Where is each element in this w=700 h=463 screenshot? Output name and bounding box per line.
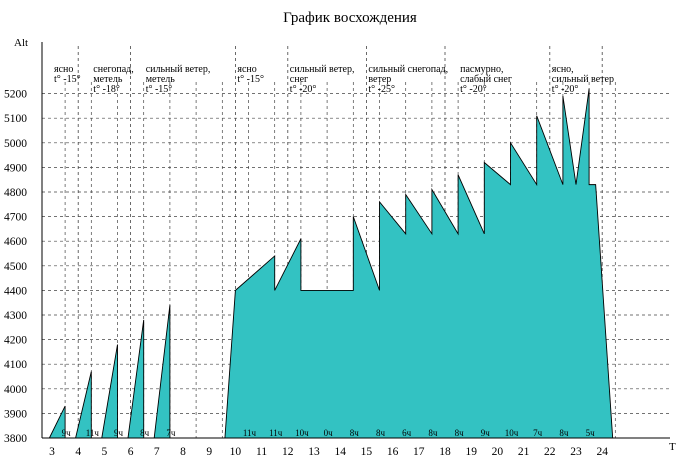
weather-note: сильный ветер, метель t° -15° bbox=[146, 64, 211, 95]
y-tick-label: 3900 bbox=[4, 408, 27, 420]
weather-note-line: пасмурно, bbox=[460, 64, 503, 75]
x-tick-label: 6 bbox=[128, 446, 134, 458]
x-tick-label: 13 bbox=[308, 446, 320, 458]
x-tick-label: 3 bbox=[49, 446, 55, 458]
x-tick-label: 15 bbox=[361, 446, 373, 458]
x-tick-label: 5 bbox=[102, 446, 108, 458]
duration-label: 7ч bbox=[533, 428, 543, 438]
x-tick-label: 24 bbox=[596, 446, 608, 458]
weather-note-line: сильный снегопад, bbox=[368, 64, 448, 75]
x-tick-label: 23 bbox=[570, 446, 582, 458]
duration-label: 11ч bbox=[243, 428, 257, 438]
x-tick-label: 16 bbox=[387, 446, 399, 458]
y-tick-label: 3800 bbox=[4, 433, 27, 445]
weather-note-line: ясно bbox=[237, 64, 256, 75]
weather-note: снегопад, метель t° -18° bbox=[93, 64, 133, 95]
weather-note-line: ясно bbox=[54, 64, 73, 75]
x-tick-label: 21 bbox=[518, 446, 530, 458]
duration-label: 6ч bbox=[402, 428, 412, 438]
weather-note-line: метель bbox=[93, 74, 123, 85]
weather-note-line: t° -20° bbox=[460, 84, 487, 95]
area-series-1 bbox=[48, 305, 171, 439]
duration-label: 8ч bbox=[559, 428, 569, 438]
x-tick-label: 18 bbox=[439, 446, 451, 458]
weather-note-line: t° -15° bbox=[237, 74, 264, 85]
weather-note-line: t° -15° bbox=[146, 84, 173, 95]
weather-note: сильный ветер, снег t° -20° bbox=[290, 64, 355, 95]
weather-note-line: метель bbox=[146, 74, 176, 85]
duration-label: 11ч bbox=[269, 428, 283, 438]
weather-note-line: t° -20° bbox=[552, 84, 579, 95]
x-tick-label: 14 bbox=[334, 446, 346, 458]
y-tick-label: 4000 bbox=[4, 384, 27, 396]
weather-note-line: слабый снег bbox=[460, 74, 512, 85]
weather-note-line: снегопад, bbox=[93, 64, 133, 75]
duration-label: 10ч bbox=[505, 428, 519, 438]
duration-label: 8ч bbox=[376, 428, 386, 438]
duration-label: 8ч bbox=[455, 428, 465, 438]
weather-note-line: ясно, bbox=[552, 64, 574, 75]
x-tick-label: 11 bbox=[256, 446, 267, 458]
x-tick-label: 12 bbox=[282, 446, 294, 458]
weather-note-line: сильный ветер, bbox=[146, 64, 211, 75]
x-tick-label: 22 bbox=[544, 446, 556, 458]
duration-label: 8ч bbox=[428, 428, 438, 438]
duration-label: 9ч bbox=[114, 428, 124, 438]
weather-note-line: t° -18° bbox=[93, 84, 120, 95]
y-tick-label: 4900 bbox=[4, 162, 27, 174]
x-tick-label: 7 bbox=[154, 446, 160, 458]
weather-note: ясно t° -15° bbox=[237, 64, 264, 85]
weather-note-line: снег bbox=[290, 74, 308, 85]
y-tick-label: 4100 bbox=[4, 359, 27, 371]
duration-label: 5ч bbox=[586, 428, 596, 438]
duration-label: 0ч bbox=[324, 428, 334, 438]
area-series-2 bbox=[224, 88, 614, 439]
duration-label: 8ч bbox=[140, 428, 150, 438]
x-tick-label: 9 bbox=[206, 446, 212, 458]
y-tick-label: 5200 bbox=[4, 89, 27, 101]
duration-label: 11ч bbox=[86, 428, 100, 438]
y-tick-label: 4600 bbox=[4, 236, 27, 248]
weather-note-line: сильный ветер, bbox=[290, 64, 355, 75]
y-tick-label: 4800 bbox=[4, 187, 27, 199]
y-axis-label: Alt bbox=[14, 37, 28, 49]
x-tick-label: 17 bbox=[413, 446, 425, 458]
duration-label: 7ч bbox=[166, 428, 176, 438]
x-axis-label: T bbox=[669, 441, 676, 453]
y-tick-label: 4700 bbox=[4, 212, 27, 224]
weather-note: пасмурно, слабый снег t° -20° bbox=[460, 64, 512, 95]
x-tick-label: 4 bbox=[75, 446, 81, 458]
weather-note-line: t° -15° bbox=[54, 74, 81, 85]
y-tick-label: 4400 bbox=[4, 285, 27, 297]
y-tick-label: 4200 bbox=[4, 335, 27, 347]
y-tick-label: 4500 bbox=[4, 261, 27, 273]
y-tick-label: 5100 bbox=[4, 113, 27, 125]
y-tick-label: 4300 bbox=[4, 310, 27, 322]
weather-note-line: ветер bbox=[368, 74, 391, 85]
chart-title: График восхождения bbox=[283, 10, 417, 26]
weather-note: сильный снегопад, ветер t° -25° bbox=[368, 64, 448, 95]
duration-label: 9ч bbox=[481, 428, 491, 438]
weather-note: ясно t° -15° bbox=[54, 64, 81, 85]
weather-note: ясно, сильный ветер t° -20° bbox=[552, 64, 614, 95]
y-tick-label: 5000 bbox=[4, 138, 27, 150]
weather-note-line: сильный ветер bbox=[552, 74, 614, 85]
x-tick-label: 8 bbox=[180, 446, 186, 458]
x-tick-label: 20 bbox=[492, 446, 504, 458]
duration-label: 10ч bbox=[295, 428, 309, 438]
x-tick-label: 10 bbox=[230, 446, 242, 458]
weather-note-line: t° -20° bbox=[290, 84, 317, 95]
duration-label: 9ч bbox=[62, 428, 72, 438]
x-tick-label: 19 bbox=[465, 446, 477, 458]
weather-note-line: t° -25° bbox=[368, 84, 395, 95]
duration-label: 8ч bbox=[350, 428, 360, 438]
